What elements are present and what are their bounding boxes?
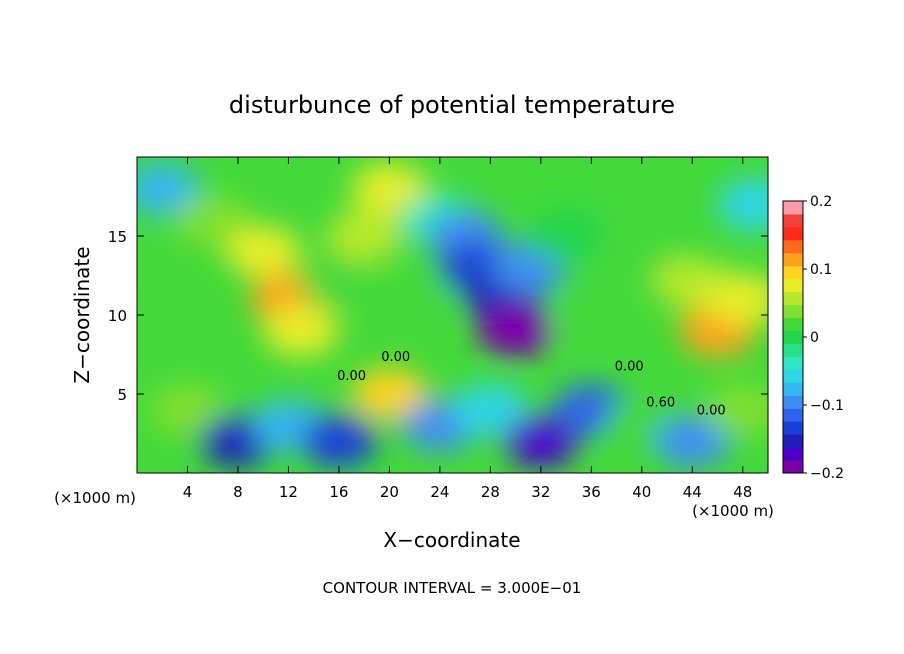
y-tick-label-2: 15 xyxy=(108,228,127,246)
x-tick-label-9: 40 xyxy=(632,483,651,501)
field-region-8 xyxy=(300,257,377,310)
x-tick-label-8: 36 xyxy=(582,483,601,501)
field-region-1 xyxy=(137,162,201,215)
contour-label-0: 0.00 xyxy=(337,369,366,384)
field-region-29 xyxy=(452,383,529,436)
colorbar: 0.2 0.1 0 −0.1 −0.2 xyxy=(782,194,844,482)
x-unit-label-right: (×1000 m) xyxy=(692,502,774,520)
field-region-30 xyxy=(502,415,579,468)
field-region-18 xyxy=(603,225,680,278)
x-tick-label-0: 4 xyxy=(183,483,193,501)
contour-label-3: 0.60 xyxy=(646,396,675,411)
colorbar-tick-label-3: −0.1 xyxy=(810,398,844,414)
field-clip xyxy=(137,157,768,473)
colorbar-segment-16 xyxy=(783,252,803,267)
field-region-5 xyxy=(263,304,340,357)
x-tick-label-6: 28 xyxy=(481,483,500,501)
contour-label-2: 0.00 xyxy=(615,359,644,374)
colorbar-segment-5 xyxy=(783,395,803,409)
colorbar-tick-label-2: 0 xyxy=(810,330,819,346)
field-region-3 xyxy=(225,225,302,278)
field-region-21 xyxy=(704,273,768,326)
field-region-33 xyxy=(654,415,731,468)
field-region-17 xyxy=(553,289,630,341)
colorbar-segment-9 xyxy=(783,343,803,357)
colorbar-tick-label-1: 0.1 xyxy=(810,262,832,278)
colorbar-segment-3 xyxy=(783,421,803,435)
colorbar-segment-1 xyxy=(783,447,803,461)
field-region-23 xyxy=(149,383,226,436)
chart-title: disturbunce of potential temperature xyxy=(229,91,675,119)
x-unit-label: (×1000 m) xyxy=(54,489,136,507)
field-region-26 xyxy=(300,415,377,468)
x-tick-label-3: 16 xyxy=(329,483,348,501)
colorbar-segment-10 xyxy=(783,330,803,344)
colorbar-segment-8 xyxy=(783,356,803,370)
x-tick-label-1: 8 xyxy=(233,483,243,501)
x-axis-label: X−coordinate xyxy=(383,528,520,552)
plot-area: 0.00 0.00 0.00 0.60 0.00 xyxy=(136,156,769,474)
field-region-34 xyxy=(704,383,768,436)
colorbar-segment-11 xyxy=(783,317,803,332)
colorbar-segment-19 xyxy=(783,213,803,228)
field-region-14 xyxy=(477,304,554,357)
x-tick-label-10: 44 xyxy=(683,483,702,501)
contour-label-4: 0.00 xyxy=(697,404,726,419)
colorbar-segment-17 xyxy=(783,239,803,254)
y-axis-label: Z−coordinate xyxy=(70,246,94,383)
y-tick-label-0: 5 xyxy=(117,386,127,404)
colorbar-segment-2 xyxy=(783,434,803,448)
colorbar-segment-14 xyxy=(783,278,803,293)
field-region-27 xyxy=(351,368,428,420)
field-region-7 xyxy=(351,162,428,215)
colorbar-segment-12 xyxy=(783,304,803,319)
contour-label-1: 0.00 xyxy=(381,350,410,365)
field-region-22 xyxy=(717,178,768,231)
x-tick-label-4: 20 xyxy=(380,483,399,501)
colorbar-segment-18 xyxy=(783,226,803,241)
colorbar-segment-0 xyxy=(783,460,803,474)
colorbar-segment-7 xyxy=(783,369,803,383)
colorbar-tick-label-0: 0.2 xyxy=(810,194,832,210)
field-region-0 xyxy=(137,241,175,294)
colorbar-segment-4 xyxy=(783,408,803,422)
colorbar-segment-20 xyxy=(783,201,803,215)
field-region-9 xyxy=(376,273,453,326)
colorbar-segment-15 xyxy=(783,265,803,280)
field-region-2 xyxy=(174,194,251,247)
field-region-16 xyxy=(528,210,605,262)
x-tick-label-7: 32 xyxy=(531,483,550,501)
y-tick-label-1: 10 xyxy=(108,307,127,325)
x-tick-label-5: 24 xyxy=(430,483,449,501)
contour-interval-note: CONTOUR INTERVAL = 3.000E−01 xyxy=(323,579,582,597)
colorbar-tick-label-4: −0.2 xyxy=(810,466,844,482)
x-tick-label-2: 12 xyxy=(279,483,298,501)
colorbar-segment-6 xyxy=(783,382,803,396)
x-tick-label-11: 48 xyxy=(733,483,752,501)
field-blur-group xyxy=(137,162,768,468)
colorbar-segment-13 xyxy=(783,291,803,306)
field-region-6 xyxy=(326,210,403,262)
